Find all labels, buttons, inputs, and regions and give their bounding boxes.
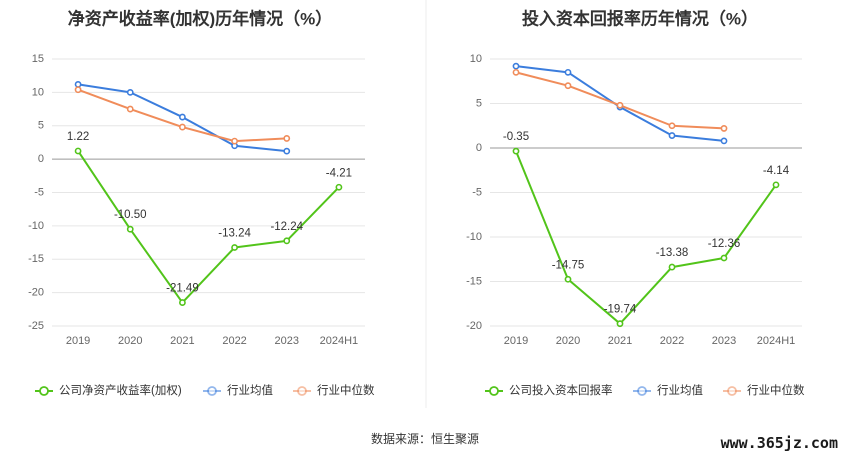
y-tick-label: 0 [476,142,482,154]
legend-item[interactable]: 行业中位数 [723,383,805,397]
y-tick-label: -20 [28,287,44,299]
legend-label: 行业中位数 [747,383,805,397]
y-tick-label: -15 [28,253,44,265]
x-tick-label: 2022 [660,335,684,347]
roe-chart: 净资产收益率(加权)历年情况（%） 15 10 5 0 -5 -10 -15 -20 -25 201… [28,8,375,397]
data-point [564,68,572,76]
data-point [720,125,728,132]
x-tick-label: 2023 [275,335,299,347]
series-line-2 [515,71,725,130]
y-tick-label: -10 [466,231,482,243]
data-point [564,82,572,90]
x-tick-label: 2020 [118,335,142,347]
data-label: 1.22 [67,131,89,143]
y-tick-label: -15 [466,275,482,287]
data-point [512,62,520,70]
x-tick-label: 2019 [66,335,90,347]
data-point [179,299,186,306]
y-tick-label: 5 [38,120,44,132]
data-source-note: 数据来源：恒生聚源 [370,432,479,446]
data-point [668,263,676,271]
data-point [74,147,82,155]
legend-item[interactable]: 行业均值 [633,384,703,397]
x-tick-label: 2020 [556,335,580,347]
y-tick-label: -5 [34,186,44,198]
y-tick-label: -5 [472,186,482,198]
data-point [720,254,728,262]
data-point [74,86,82,94]
x-tick-label: 2024H1 [320,335,359,347]
y-tick-label: -10 [28,220,44,232]
data-point [74,80,82,88]
data-label: -4.14 [763,165,790,177]
legend-label: 行业中位数 [317,383,375,397]
legend-label: 行业均值 [227,384,273,397]
data-point [720,137,728,145]
data-point [126,225,134,233]
x-tick-label: 2019 [504,335,528,347]
data-point [668,132,676,139]
y-tick-label: 10 [470,53,482,65]
x-tick-label: 2024H1 [757,335,796,347]
y-tick-label: 10 [32,86,44,98]
series-line-0 [77,150,340,304]
data-label: -14.75 [552,259,585,271]
data-point [179,113,186,121]
data-point [512,147,520,155]
legend-item[interactable]: 公司投入资本回报率 [485,383,613,397]
legend-swatch-marker [39,386,49,396]
x-tick-label: 2021 [170,335,194,347]
data-label: -0.35 [503,131,529,143]
data-point [283,135,291,142]
data-label: -19.74 [604,304,637,316]
data-label: -10.50 [114,209,147,221]
data-point [283,147,291,155]
data-point [668,122,676,130]
data-point [335,183,343,191]
x-tick-label: 2022 [222,335,246,347]
data-label: -13.24 [218,228,251,240]
roic-chart: 投入资本回报率历年情况（%） 10 5 0 -5 -10 -15 -20 2019 2020 202… [466,8,805,397]
y-tick-label: 15 [32,53,44,65]
data-point [512,68,520,76]
legend-swatch-marker [727,386,737,396]
data-point [772,181,780,189]
y-tick-label: -25 [28,320,44,332]
data-point [564,275,572,283]
y-tick-label: 5 [476,97,482,109]
y-tick-label: 0 [38,153,44,165]
series-line-0 [515,150,777,325]
legend-item[interactable]: 行业中位数 [293,383,375,397]
data-point [179,123,186,131]
data-point [231,244,238,251]
legend-item[interactable]: 行业均值 [203,384,273,397]
legend-swatch-marker [297,386,307,396]
legend-swatch-marker [637,386,647,396]
legend-item[interactable]: 公司净资产收益率(加权) [35,383,182,397]
data-point [126,88,134,96]
watermark: www.365jz.com [720,434,838,452]
legend-swatch-marker [489,386,499,396]
legend-label: 公司投入资本回报率 [509,383,613,397]
legend-label: 公司净资产收益率(加权) [59,383,182,397]
data-label: -12.24 [270,221,303,233]
x-tick-label: 2023 [712,335,736,347]
data-label: -21.49 [166,283,199,295]
x-tick-label: 2021 [608,335,632,347]
data-point [283,237,291,245]
data-point [616,101,624,109]
y-tick-label: -20 [466,320,482,332]
data-label: -13.38 [656,247,689,259]
data-label: -4.21 [326,167,352,179]
legend-swatch-marker [207,386,217,396]
data-point [126,105,134,113]
chart-title: 投入资本回报率历年情况（%） [522,8,758,28]
legend-label: 行业均值 [657,384,703,397]
data-point [231,137,238,145]
data-label: -12.36 [708,238,741,250]
chart-title: 净资产收益率(加权)历年情况（%） [68,8,332,28]
data-point [616,320,624,328]
